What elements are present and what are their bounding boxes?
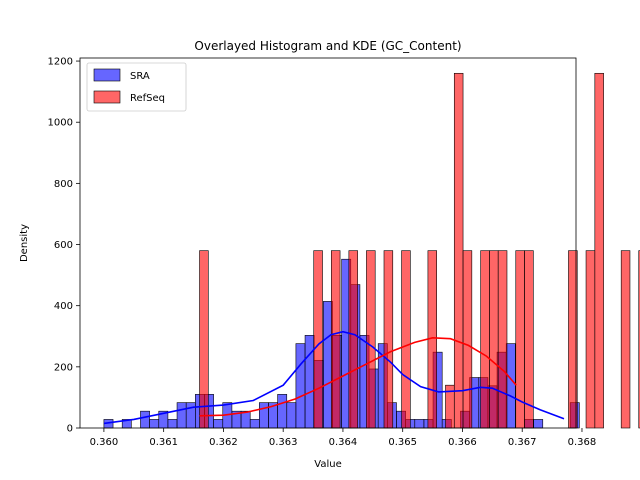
x-tick-label: 0.367	[508, 437, 537, 448]
refseq-bar-48	[620, 250, 631, 429]
sra-bar-5	[149, 419, 160, 429]
refseq-bar-21	[383, 250, 394, 429]
refseq-kde-line	[199, 336, 517, 417]
y-tick-label: 600	[54, 240, 73, 251]
refseq-bar-50	[638, 250, 640, 429]
x-tick-label: 0.361	[149, 437, 178, 448]
chart-title: Overlayed Histogram and KDE (GC_Content)	[194, 39, 461, 53]
y-tick-label: 1200	[48, 57, 73, 68]
sra-bar-12	[213, 419, 224, 429]
refseq-bar-32	[480, 250, 490, 429]
sra-bar-15	[240, 410, 251, 429]
refseq-bar-34	[497, 250, 508, 429]
sra-bar-21	[295, 343, 306, 429]
x-tick-label: 0.362	[209, 437, 238, 448]
refseq-bar-29	[453, 72, 464, 429]
refseq-bar-15	[330, 250, 341, 429]
refseq-bar-19	[366, 250, 376, 429]
legend-label-sra: SRA	[130, 71, 150, 82]
y-tick-label: 800	[54, 179, 73, 190]
refseq-bar-30	[462, 250, 473, 429]
sra-bar-44	[505, 343, 516, 429]
sra-bar-7	[167, 419, 178, 429]
x-tick-label: 0.366	[448, 437, 477, 448]
x-tick-label: 0.363	[269, 437, 298, 448]
kde-layer	[103, 330, 565, 425]
sra-kde-line	[103, 330, 565, 425]
refseq-bar-33	[489, 250, 499, 429]
y-tick-label: 200	[54, 362, 73, 373]
x-tick-label: 0.364	[329, 437, 358, 448]
sra-bar-19	[277, 394, 288, 429]
bars-layer	[103, 72, 640, 429]
y-axis-label: Density	[19, 224, 30, 262]
y-axis: 0 200 400 600 800 1000 1200	[48, 57, 80, 435]
refseq-bar-13	[313, 250, 323, 429]
refseq-bar-0	[199, 250, 209, 429]
sra-bar-20	[286, 402, 297, 429]
refseq-bar-37	[524, 250, 534, 429]
x-tick-label: 0.368	[568, 437, 597, 448]
x-axis-label: Value	[314, 459, 341, 470]
refseq-bar-17	[348, 250, 358, 429]
sra-bar-4	[140, 410, 150, 429]
y-tick-label: 0	[67, 424, 73, 435]
sra-bar-8	[176, 402, 187, 429]
x-tick-label: 0.360	[90, 437, 119, 448]
refseq-bar-45	[594, 72, 604, 429]
x-axis: 0.360 0.361 0.362 0.363 0.364 0.365 0.366 0.367…	[90, 428, 597, 448]
legend-swatch-sra	[93, 68, 121, 82]
y-tick-label: 1000	[48, 118, 73, 129]
legend-label-refseq: RefSeq	[130, 93, 165, 104]
refseq-bar-44	[585, 250, 596, 429]
legend-swatch-refseq	[93, 90, 121, 104]
refseq-bar-23	[401, 250, 411, 429]
sra-bar-17	[259, 402, 269, 429]
x-tick-label: 0.365	[388, 437, 417, 448]
sra-bar-34	[414, 419, 425, 429]
sra-bar-22	[304, 335, 315, 429]
plot-frame	[79, 57, 577, 429]
sra-bar-47	[533, 419, 544, 429]
y-tick-label: 400	[54, 301, 73, 312]
sra-bar-16	[249, 419, 260, 429]
legend: SRA RefSeq	[86, 62, 187, 112]
